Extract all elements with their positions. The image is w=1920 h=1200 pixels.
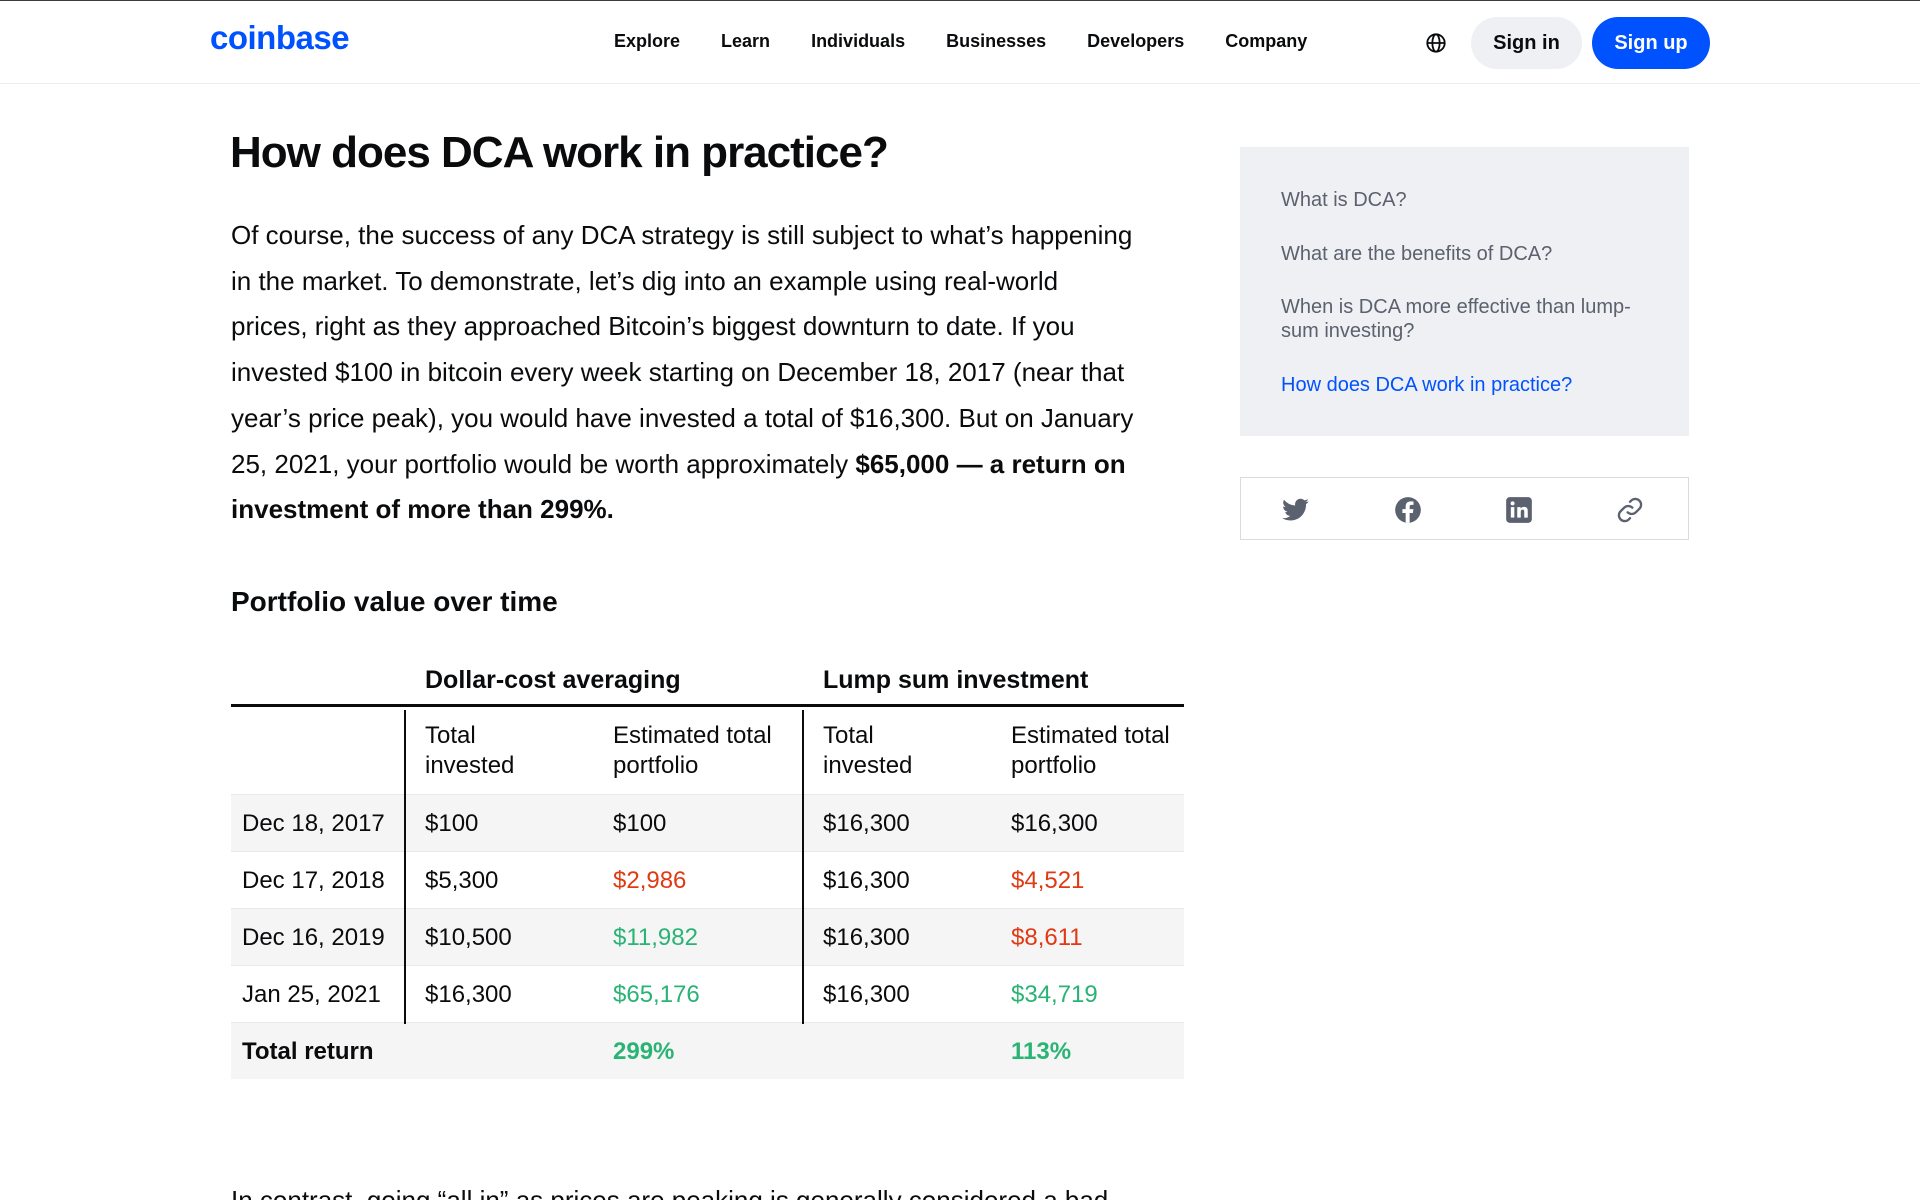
portfolio-table: Dollar-cost averaging Lump sum investmen… [231,660,1184,1079]
table-row: Dec 18, 2017 $100 $100 $16,300 $16,300 [231,794,1184,851]
toc-item-dca-vs-lump-sum[interactable]: When is DCA more effective than lump-sum… [1281,296,1631,342]
dca-portfolio: $2,986 [613,867,687,894]
dca-portfolio: $100 [613,810,667,837]
table-row: Dec 16, 2019 $10,500 $11,982 $16,300 $8,… [231,908,1184,965]
dca-invested: $5,300 [425,867,499,894]
lump-portfolio: $34,719 [1011,981,1098,1008]
paragraph-line: Of course, the success of any DCA strate… [231,220,1133,250]
total-return-lump-sum: 113% [1011,1038,1072,1065]
paragraph-line: in the market. To demonstrate, let’s dig… [231,265,1059,296]
nav-businesses[interactable]: Businesses [946,31,1047,51]
lump-portfolio: $8,611 [1011,924,1083,951]
main-nav: Explore Learn Individuals Businesses Dev… [614,31,1348,52]
row-date: Dec 18, 2017 [242,810,385,837]
column-header-total-invested: Total invested [823,722,913,779]
paragraph-line: year’s price peak), you would have inves… [231,402,1134,433]
lump-invested: $16,300 [823,810,910,837]
column-header-estimated-portfolio: Estimated total portfolio [1011,722,1170,779]
table-of-contents: What is DCA? What are the benefits of DC… [1240,147,1689,436]
paragraph-line: prices, right as they approached Bitcoin… [231,311,1075,342]
column-header-estimated-portfolio: Estimated total portfolio [613,722,772,779]
nav-learn[interactable]: Learn [721,31,771,51]
dca-invested: $16,300 [425,981,512,1008]
table-heading: Portfolio value over time [231,586,558,617]
paragraph-emphasis: $65,000 — a return on [855,448,1126,479]
sign-up-button[interactable]: Sign up [1592,17,1710,69]
lump-invested: $16,300 [823,924,910,951]
nav-company[interactable]: Company [1225,31,1308,51]
total-return-label: Total return [242,1038,374,1065]
dca-portfolio: $11,982 [613,924,698,951]
globe-icon[interactable] [1425,32,1447,54]
linkedin-icon[interactable] [1505,496,1533,524]
table-group-header: Dollar-cost averaging Lump sum investmen… [231,660,1184,707]
row-date: Dec 17, 2018 [242,867,385,894]
section-title: How does DCA work in practice? [230,128,889,177]
link-icon[interactable] [1616,496,1644,524]
nav-explore[interactable]: Explore [614,31,681,51]
paragraph-emphasis: investment of more than 299%. [231,494,614,525]
lump-portfolio: $4,521 [1011,867,1085,894]
total-return-dca: 299% [613,1038,675,1065]
coinbase-logo[interactable]: coinbase [210,19,350,56]
row-date: Jan 25, 2021 [242,981,381,1008]
nav-individuals[interactable]: Individuals [811,31,906,51]
group-header-lump-sum: Lump sum investment [823,666,1089,694]
article-paragraph: Of course, the success of any DCA strate… [231,213,1181,533]
paragraph-line: 25, 2021, your portfolio would be worth … [231,442,1181,488]
column-header-total-invested: Total invested [425,722,515,779]
paragraph-text: 25, 2021, your portfolio would be worth … [231,448,856,479]
column-divider [802,710,804,1024]
lump-invested: $16,300 [823,867,910,894]
dca-portfolio: $65,176 [613,981,700,1008]
paragraph-line: investment of more than 299%. [231,487,1181,533]
nav-developers[interactable]: Developers [1087,31,1185,51]
table-total-row: Total return 299% 113% [231,1022,1184,1079]
lump-portfolio: $16,300 [1011,810,1098,837]
share-bar [1240,477,1689,540]
paragraph-line: invested $100 in bitcoin every week star… [231,357,1125,388]
twitter-icon[interactable] [1282,496,1310,524]
lump-invested: $16,300 [823,981,910,1008]
column-divider [404,710,406,1024]
sign-in-button[interactable]: Sign in [1471,17,1582,69]
facebook-icon[interactable] [1394,496,1422,524]
toc-item-dca-in-practice[interactable]: How does DCA work in practice? [1281,374,1573,396]
group-header-dca: Dollar-cost averaging [425,666,681,694]
next-paragraph-partial: In contrast, going “all in” as prices ar… [231,1185,1109,1200]
table-row: Dec 17, 2018 $5,300 $2,986 $16,300 $4,52… [231,851,1184,908]
table-column-header: Total invested Estimated total portfolio T… [231,707,1184,794]
site-header: coinbase Explore Learn Individuals Busin… [0,1,1920,84]
dca-invested: $10,500 [425,924,512,951]
dca-invested: $100 [425,810,479,837]
toc-item-benefits[interactable]: What are the benefits of DCA? [1281,243,1553,265]
window-top-border [0,0,1920,1]
toc-item-what-is-dca[interactable]: What is DCA? [1281,189,1407,211]
row-date: Dec 16, 2019 [242,924,385,951]
table-row: Jan 25, 2021 $16,300 $65,176 $16,300 $34… [231,965,1184,1022]
